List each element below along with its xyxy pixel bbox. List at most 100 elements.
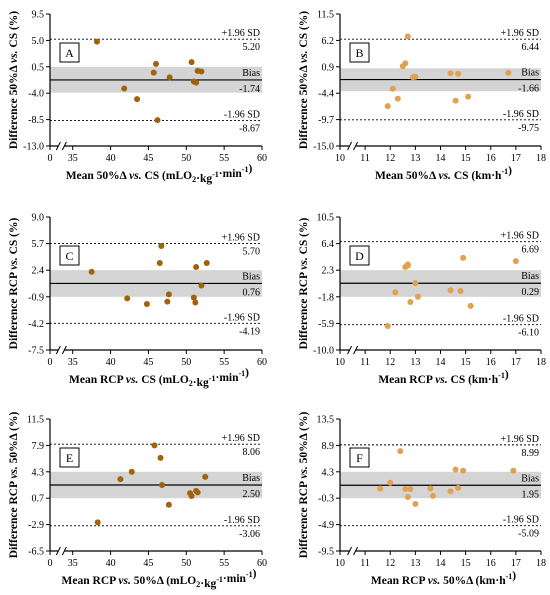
upper-limit-label: +1.96 SD	[501, 28, 539, 39]
panel-letter-box	[59, 245, 80, 266]
y-axis-title: Difference RCP vs. 50%Δ (%)	[298, 412, 310, 559]
y-tick-label: -4.0	[28, 89, 44, 100]
data-point	[164, 298, 171, 305]
x-tick-label: 60	[257, 153, 267, 164]
bias-label: Bias	[242, 271, 260, 282]
data-point	[198, 68, 205, 75]
data-point	[384, 103, 391, 110]
data-point	[188, 493, 195, 499]
data-point	[465, 93, 472, 100]
x-tick-label: 40	[106, 558, 116, 569]
y-tick-label: -13.0	[23, 142, 44, 153]
x-axis-title: Mean RCP vs. 50%Δ (km·h-1)	[371, 570, 516, 587]
data-point	[452, 97, 459, 104]
data-point	[455, 484, 462, 491]
axis-break-gap	[349, 347, 356, 353]
y-tick-label: -8.5	[28, 115, 44, 126]
y-tick-label: 8.9	[322, 441, 335, 452]
data-point	[512, 258, 519, 265]
data-point	[389, 85, 396, 92]
bias-label: Bias	[521, 473, 539, 484]
axis-break-mark	[61, 141, 67, 151]
data-point	[404, 262, 411, 269]
upper-limit-value: 8.99	[522, 448, 540, 459]
data-point	[384, 322, 391, 329]
lower-limit-value: -6.10	[518, 328, 539, 339]
axis-break-mark	[61, 546, 67, 556]
data-point	[203, 259, 210, 266]
y-tick-label: -4.9	[318, 520, 334, 531]
x-tick-label: 13	[410, 357, 420, 368]
y-tick-label: -5.9	[318, 319, 334, 330]
y-tick-label: 10.5	[317, 213, 335, 224]
y-tick-label: 11.5	[317, 10, 334, 21]
y-tick-label: 9.5	[32, 10, 45, 21]
bias-value: -1.74	[239, 84, 260, 95]
x-tick-label: 15	[461, 153, 471, 164]
x-tick-label: 45	[143, 153, 153, 164]
panel-letter-box	[59, 42, 80, 63]
data-point	[166, 74, 173, 81]
x-axis-title: Mean RCP vs. CS (mLO2·kg-1·min-1)	[69, 367, 249, 389]
data-point	[192, 299, 199, 306]
data-point	[190, 294, 197, 301]
x-tick-label: 10	[335, 153, 345, 164]
data-point	[510, 467, 517, 474]
y-tick-label: 0.5	[32, 62, 45, 73]
lower-limit-label: -1.96 SD	[224, 515, 260, 526]
lower-limit-label: -1.96 SD	[224, 110, 260, 121]
data-point	[188, 59, 195, 66]
lower-limit-label: -1.96 SD	[503, 314, 539, 325]
panel-letter: B	[355, 46, 363, 60]
x-tick-label: 11	[360, 357, 370, 368]
x-tick-label: 0	[48, 558, 53, 569]
lower-limit-value: -4.19	[239, 326, 260, 337]
y-tick-label: 0.9	[322, 62, 335, 73]
x-axis-title: Mean 50%Δ vs. CS (km·h-1)	[375, 165, 512, 182]
axis-break-mark	[353, 345, 359, 355]
bias-value: 2.50	[243, 489, 261, 500]
x-tick-label: 55	[219, 558, 229, 569]
y-axis-title: Difference 50%Δ vs. CS (%)	[298, 11, 310, 149]
x-tick-label: 18	[536, 558, 546, 569]
y-tick-label: 7.9	[32, 441, 45, 452]
data-point	[414, 293, 421, 300]
panel-letter: D	[355, 249, 364, 263]
panel-letter: A	[65, 46, 74, 60]
data-point	[404, 494, 411, 501]
data-point	[412, 73, 419, 80]
chart-panel-c: 9.0 5.7 2.4 -0.9 -4.2 -7.5 0 35 40 45 50 55 60 +1.96 …	[8, 213, 267, 390]
data-point	[460, 254, 467, 261]
x-tick-label: 45	[143, 357, 153, 368]
data-point	[94, 519, 101, 526]
x-tick-label: 0	[48, 357, 53, 368]
x-tick-label: 16	[486, 357, 496, 368]
x-tick-label: 50	[181, 558, 191, 569]
bias-label: Bias	[521, 271, 539, 282]
x-tick-label: 45	[143, 558, 153, 569]
x-tick-label: 55	[219, 357, 229, 368]
x-tick-label: 55	[219, 153, 229, 164]
data-point	[194, 489, 201, 496]
y-tick-label: -9.5	[318, 547, 334, 558]
data-point	[198, 282, 205, 289]
x-tick-label: 11	[360, 558, 370, 569]
y-tick-label: -9.7	[318, 115, 334, 126]
lower-limit-label: -1.96 SD	[503, 109, 539, 120]
bias-value: -1.66	[518, 84, 539, 95]
upper-limit-label: +1.96 SD	[222, 28, 260, 39]
data-point	[154, 117, 161, 124]
panel-letter: F	[356, 451, 363, 465]
data-point	[447, 287, 454, 294]
x-tick-label: 12	[385, 357, 395, 368]
x-tick-label: 15	[461, 357, 471, 368]
panel-letter-box	[349, 447, 370, 468]
chart-panel-f: 13.5 8.9 4.3 -0.3 -4.9 -9.510 11 12 13 14 15 16 17 18…	[298, 412, 546, 587]
lower-limit-value: -5.09	[518, 529, 539, 540]
upper-limit-value: 6.44	[522, 42, 540, 53]
x-tick-label: 35	[68, 558, 78, 569]
y-tick-label: -0.3	[318, 494, 334, 505]
panel-letter-box	[349, 42, 370, 63]
x-tick-label: 40	[106, 153, 116, 164]
data-point	[88, 268, 95, 275]
